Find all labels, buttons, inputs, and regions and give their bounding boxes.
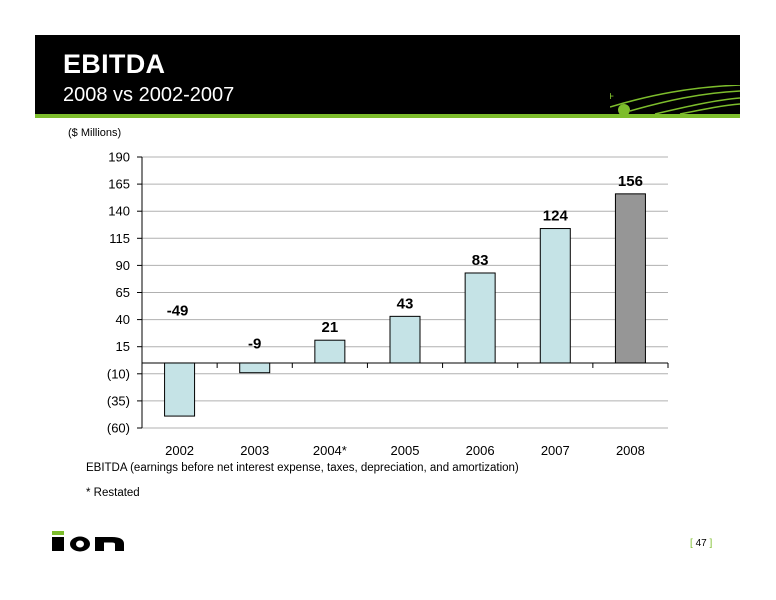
slide-title: EBITDA [63, 49, 166, 79]
y-tick-label: 40 [116, 312, 130, 327]
page-bracket-open: [ [690, 538, 693, 549]
bar-2004 [314, 339, 346, 364]
page-number-value: 47 [695, 538, 707, 549]
ion-logo: ion [52, 528, 124, 552]
x-tick-label: 2006 [466, 443, 495, 458]
data-label: 21 [322, 319, 339, 336]
data-label: -49 [167, 302, 189, 319]
bar-2003 [239, 362, 271, 374]
data-label: 43 [397, 295, 414, 312]
data-label: 124 [543, 208, 569, 225]
ebitda-definition-note: EBITDA (earnings before net interest exp… [86, 462, 519, 474]
slide-subtitle: 2008 vs 2002-2007 [63, 84, 235, 106]
y-tick-label: 65 [116, 285, 130, 300]
bar-2002 [164, 362, 196, 417]
bar-2008 [614, 193, 646, 364]
header-accent-band [35, 114, 740, 118]
page-number: [ 47 ] [690, 538, 712, 549]
y-tick-label: (60) [107, 421, 130, 436]
bar-2005 [389, 315, 421, 364]
swoosh-graphic: + [610, 85, 740, 114]
y-tick-label: 90 [116, 258, 130, 273]
bar-2006 [464, 272, 496, 364]
x-tick-label: 2005 [391, 443, 420, 458]
x-tick-label: 2007 [541, 443, 570, 458]
bar-2007 [539, 228, 571, 364]
y-tick-label: 15 [116, 339, 130, 354]
y-tick-label: 115 [109, 231, 130, 246]
data-label: 83 [472, 252, 489, 269]
data-label: 156 [618, 173, 643, 190]
units-label: ($ Millions) [68, 127, 122, 139]
data-label: -9 [248, 336, 261, 353]
x-tick-label: 2003 [240, 443, 269, 458]
slide-header: EBITDA 2008 vs 2002-2007 + [35, 35, 740, 114]
x-tick-label: 2008 [616, 443, 645, 458]
x-tick-label: 2004* [313, 443, 347, 458]
y-tick-label: 190 [108, 150, 130, 165]
y-tick-label: (35) [107, 393, 130, 408]
ebitda-bar-chart: 190 165 140 115 90 65 40 15 (10) (35) (60) -49 2002 -… [107, 150, 669, 458]
svg-text:+: + [610, 89, 614, 103]
y-tick-label: 165 [108, 177, 130, 192]
restated-note: * Restated [86, 487, 140, 499]
logo-text: ion [52, 528, 54, 529]
y-tick-label: (10) [107, 366, 130, 381]
y-tick-label: 140 [108, 204, 130, 219]
x-tick-label: 2002 [165, 443, 194, 458]
page-bracket-close: ] [709, 538, 713, 549]
